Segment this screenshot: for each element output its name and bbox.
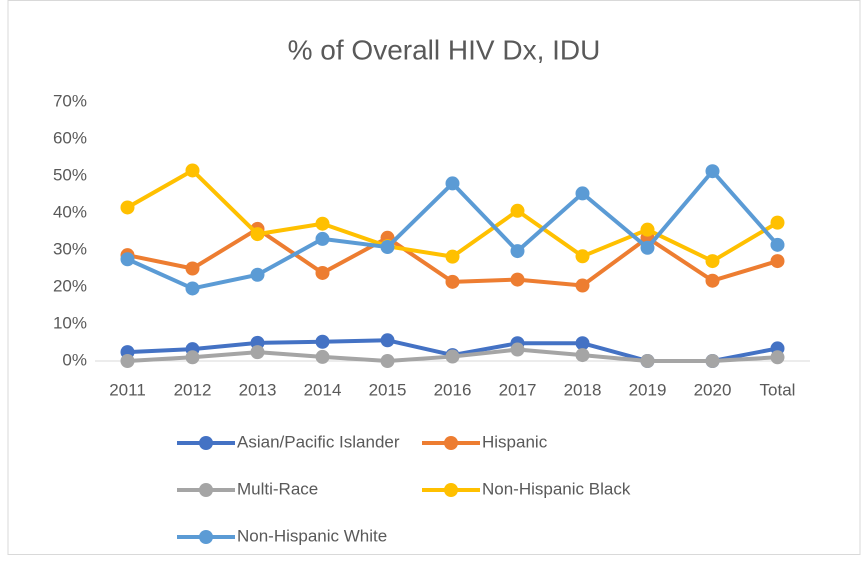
data-point [705, 354, 720, 368]
x-tick-label: Total [760, 380, 796, 399]
data-point [250, 267, 265, 282]
y-tick-label: 10% [53, 313, 87, 332]
legend-label: Non-Hispanic White [237, 526, 387, 545]
data-point [705, 254, 720, 269]
legend-label: Asian/Pacific Islander [237, 432, 400, 451]
data-point [575, 348, 590, 363]
data-point [510, 342, 525, 357]
data-point [575, 249, 590, 264]
x-tick-label: 2012 [174, 380, 212, 399]
data-point [640, 354, 655, 368]
data-point [185, 163, 200, 178]
data-point [315, 334, 330, 349]
y-tick-label: 50% [53, 165, 87, 184]
data-point [770, 237, 785, 252]
chart-title: % of Overall HIV Dx, IDU [288, 34, 601, 65]
data-point [705, 164, 720, 179]
data-point [770, 215, 785, 230]
data-point [185, 261, 200, 276]
x-tick-label: 2019 [629, 380, 667, 399]
legend-marker [444, 436, 458, 450]
legend-marker [199, 483, 213, 497]
legend-marker [199, 530, 213, 544]
data-point [380, 333, 395, 348]
data-point [575, 336, 590, 351]
y-tick-label: 30% [53, 239, 87, 258]
data-point [120, 354, 135, 368]
data-point [445, 176, 460, 191]
x-tick-label: 2018 [564, 380, 602, 399]
data-point [315, 216, 330, 231]
data-point [770, 254, 785, 269]
legend-marker [444, 483, 458, 497]
data-point [510, 272, 525, 287]
data-point [770, 350, 785, 365]
y-tick-label: 60% [53, 128, 87, 147]
legend-marker [199, 436, 213, 450]
data-point [640, 222, 655, 237]
data-point [445, 249, 460, 264]
x-tick-label: 2014 [304, 380, 342, 399]
chart-border [7, 0, 861, 555]
data-point [510, 203, 525, 218]
y-tick-label: 70% [53, 91, 87, 110]
data-point [380, 354, 395, 368]
x-tick-label: 2011 [109, 380, 146, 399]
x-tick-label: 2013 [239, 380, 277, 399]
y-tick-label: 0% [62, 350, 87, 369]
y-tick-label: 40% [53, 202, 87, 221]
data-point [445, 349, 460, 364]
data-point [120, 252, 135, 267]
data-point [120, 200, 135, 215]
data-point [315, 265, 330, 280]
x-tick-label: 2015 [369, 380, 407, 399]
data-point [640, 240, 655, 255]
data-point [315, 349, 330, 364]
y-tick-label: 20% [53, 276, 87, 295]
data-point [705, 273, 720, 288]
data-point [380, 240, 395, 255]
legend-label: Non-Hispanic Black [482, 479, 631, 498]
data-point [185, 350, 200, 365]
x-tick-label: 2016 [434, 380, 472, 399]
data-point [250, 345, 265, 360]
legend-label: Multi-Race [237, 479, 318, 498]
data-point [250, 227, 265, 242]
x-tick-label: 2017 [499, 380, 537, 399]
legend-label: Hispanic [482, 432, 548, 451]
data-point [575, 278, 590, 293]
data-point [575, 186, 590, 201]
x-tick-label: 2020 [694, 380, 732, 399]
data-point [185, 281, 200, 296]
data-point [510, 244, 525, 259]
data-point [315, 231, 330, 246]
data-point [445, 274, 460, 289]
